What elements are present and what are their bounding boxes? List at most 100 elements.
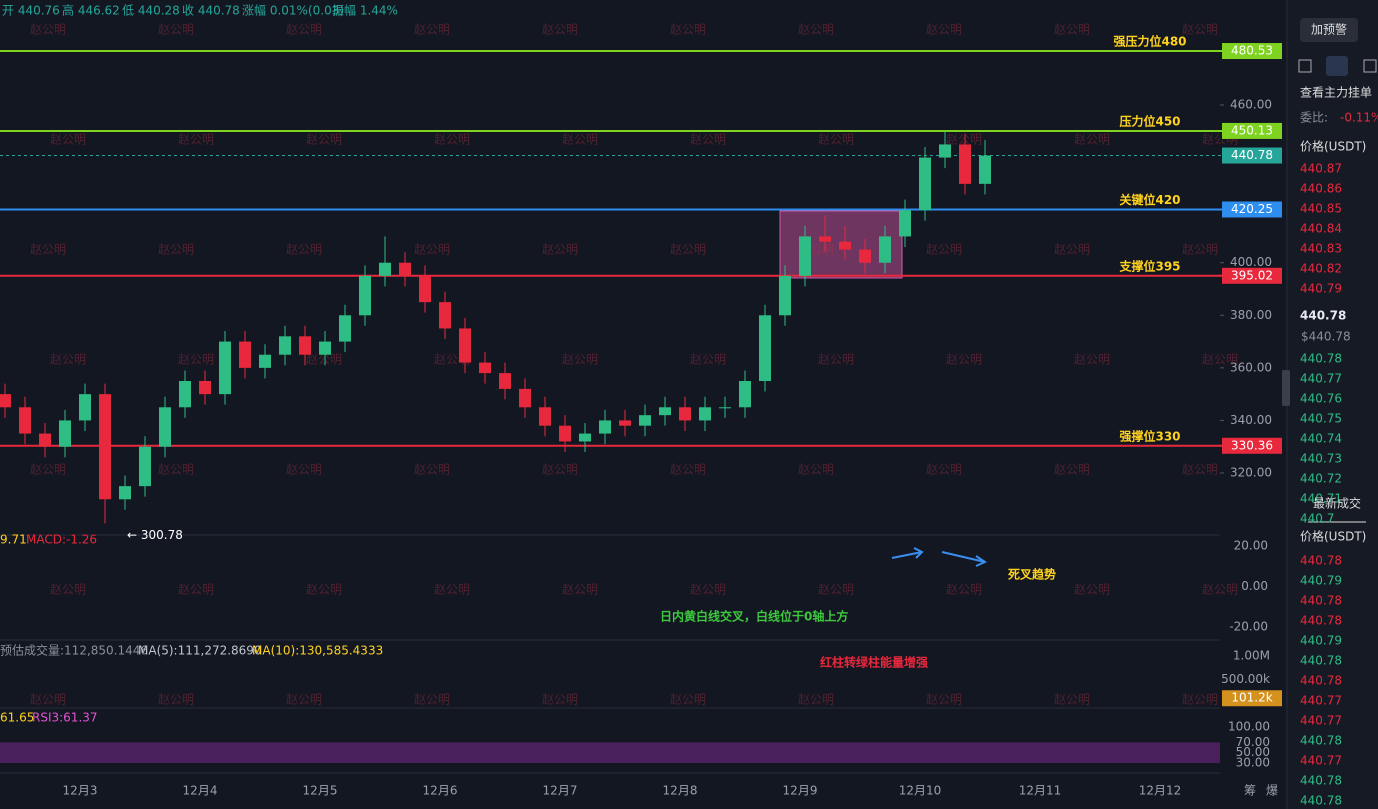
bid-price: 440.72	[1300, 472, 1342, 486]
candle-body	[779, 275, 791, 316]
y-tick-label: 1.00M	[1233, 649, 1270, 663]
y-tick-label: 20.00	[1234, 539, 1268, 553]
watermark: 赵公明	[690, 583, 726, 597]
last-usd: $440.78	[1301, 330, 1351, 344]
candle-body	[719, 407, 731, 409]
icon[interactable]	[1363, 59, 1377, 73]
watermark: 赵公明	[670, 693, 706, 707]
collapse-handle[interactable]	[1282, 370, 1290, 406]
ohlc-label: 涨幅 0.01%(0.03)	[242, 3, 344, 18]
watermark: 赵公明	[158, 463, 194, 477]
volume-label: 预估成交量:112,850.1446	[0, 643, 148, 658]
trades-title[interactable]: 最新成交	[1313, 496, 1361, 511]
icon[interactable]	[1326, 56, 1348, 76]
candle-body	[179, 381, 191, 408]
ohlc-label: 收 440.78	[182, 4, 240, 18]
watermark: 赵公明	[1074, 353, 1110, 367]
bid-price: 440.78	[1300, 352, 1342, 366]
watermark: 赵公明	[306, 583, 342, 597]
last-price: 440.78	[1300, 309, 1346, 323]
y-tick-label: 400.00	[1230, 255, 1272, 269]
watermark: 赵公明	[1054, 243, 1090, 257]
candle-body	[879, 236, 891, 263]
low-marker: ← 300.78	[127, 528, 183, 542]
ask-price: 440.83	[1300, 242, 1342, 256]
candle-body	[979, 155, 991, 184]
alert-button[interactable]	[1300, 18, 1358, 42]
y-tick-label: 360.00	[1230, 360, 1272, 374]
ask-price: 440.84	[1300, 222, 1342, 236]
price-tag	[1222, 437, 1282, 454]
alert-button-text[interactable]: 加预警	[1311, 22, 1347, 37]
level-label: 关键位420	[1119, 192, 1180, 207]
level-label: 强压力位480	[1113, 34, 1186, 49]
side-panel	[1288, 0, 1378, 809]
watermark: 赵公明	[414, 463, 450, 477]
x-tick-label: 12月3	[63, 784, 98, 798]
watermark: 赵公明	[926, 463, 962, 477]
candle-body	[679, 407, 691, 421]
watermark: 赵公明	[818, 583, 854, 597]
y-tick-label: 70.00	[1236, 735, 1270, 749]
y-tick-label: 50.00	[1236, 745, 1270, 759]
candle-body	[279, 336, 291, 355]
price-tag	[1222, 267, 1282, 284]
candle-body	[339, 315, 351, 342]
ohlc-label: 开 440.76	[2, 4, 60, 18]
candle-body	[939, 144, 951, 158]
watermark: 赵公明	[1182, 23, 1218, 37]
corner-label: 筹	[1244, 784, 1256, 798]
candle-body	[0, 394, 11, 408]
annotation: 红柱转绿柱能量增强	[820, 655, 928, 670]
y-tick-label: 320.00	[1230, 466, 1272, 480]
x-tick-label: 12月8	[663, 784, 698, 798]
y-tick-label: 500.00k	[1221, 672, 1270, 686]
watermark: 赵公明	[670, 23, 706, 37]
watermark: 赵公明	[1054, 23, 1090, 37]
macd-label: 9.71	[0, 533, 27, 547]
watermark: 赵公明	[30, 23, 66, 37]
candle-body	[39, 433, 51, 447]
candle-body	[199, 381, 211, 395]
ask-price: 440.86	[1300, 182, 1342, 196]
x-tick-label: 12月6	[423, 784, 458, 798]
ask-price: 440.85	[1300, 202, 1342, 216]
candle-body	[19, 407, 31, 434]
candle-body	[159, 407, 171, 447]
watermark: 赵公明	[30, 693, 66, 707]
price-tag-text: 395.02	[1231, 268, 1273, 282]
watermark: 赵公明	[798, 693, 834, 707]
watermark: 赵公明	[286, 243, 322, 257]
candle-body	[479, 362, 491, 374]
trade-price: 440.78	[1300, 594, 1342, 608]
x-tick-label: 12月7	[543, 784, 578, 798]
orders-title[interactable]: 查看主力挂单	[1300, 86, 1372, 100]
watermark: 赵公明	[670, 243, 706, 257]
ratio: -0.11%	[1340, 111, 1378, 125]
trade-price: 440.78	[1300, 674, 1342, 688]
x-tick-label: 12月12	[1139, 784, 1182, 798]
y-tick-label: -20.00	[1229, 620, 1268, 634]
watermark: 赵公明	[926, 243, 962, 257]
candle-body	[459, 328, 471, 363]
price-tag-text: 101.2k	[1231, 691, 1272, 705]
trades-header: 价格(USDT)	[1300, 529, 1366, 544]
candle-body	[139, 446, 151, 487]
x-tick-label: 12月5	[303, 784, 338, 798]
trade-price: 440.79	[1300, 634, 1342, 648]
watermark: 赵公明	[542, 463, 578, 477]
watermark: 赵公明	[1074, 133, 1110, 147]
candle-body	[839, 241, 851, 250]
x-tick-label: 12月9	[783, 784, 818, 798]
price-tag	[1222, 690, 1282, 707]
icon[interactable]	[1298, 59, 1312, 73]
watermark: 赵公明	[158, 23, 194, 37]
watermark: 赵公明	[158, 693, 194, 707]
trade-price: 440.77	[1300, 754, 1342, 768]
watermark: 赵公明	[818, 353, 854, 367]
x-tick-label: 12月10	[899, 784, 942, 798]
candle-body	[599, 420, 611, 434]
candle-body	[639, 415, 651, 426]
candle-body	[419, 275, 431, 303]
candle-body	[499, 373, 511, 389]
